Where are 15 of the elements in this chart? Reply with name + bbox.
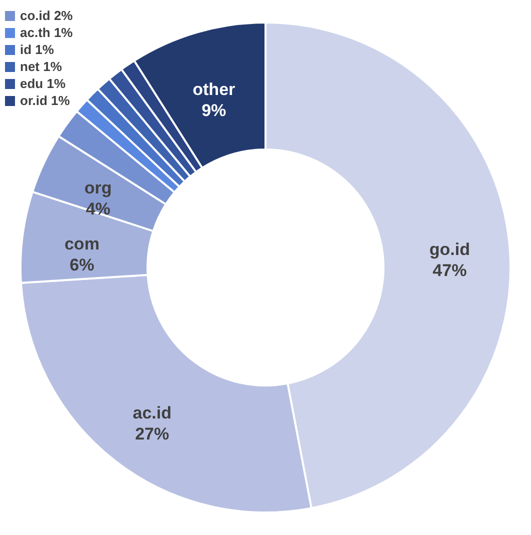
- legend-label: or.id 1%: [20, 93, 70, 108]
- slice-label: org: [84, 178, 112, 198]
- slice-label: ac.id: [132, 404, 172, 423]
- legend-label: net 1%: [20, 59, 62, 74]
- slice-label: com: [64, 234, 100, 254]
- data-label: 6%: [70, 255, 94, 274]
- slice-label: go.id: [429, 240, 470, 260]
- data-label: 9%: [202, 100, 226, 120]
- legend-label: ac.th 1%: [20, 25, 74, 40]
- data-label: 47%: [432, 261, 467, 280]
- slice-label: other: [192, 80, 236, 99]
- legend-label: co.id 2%: [20, 8, 74, 23]
- data-label: 27%: [135, 424, 170, 444]
- legend-label: id 1%: [20, 42, 54, 57]
- legend-label: edu 1%: [20, 76, 66, 91]
